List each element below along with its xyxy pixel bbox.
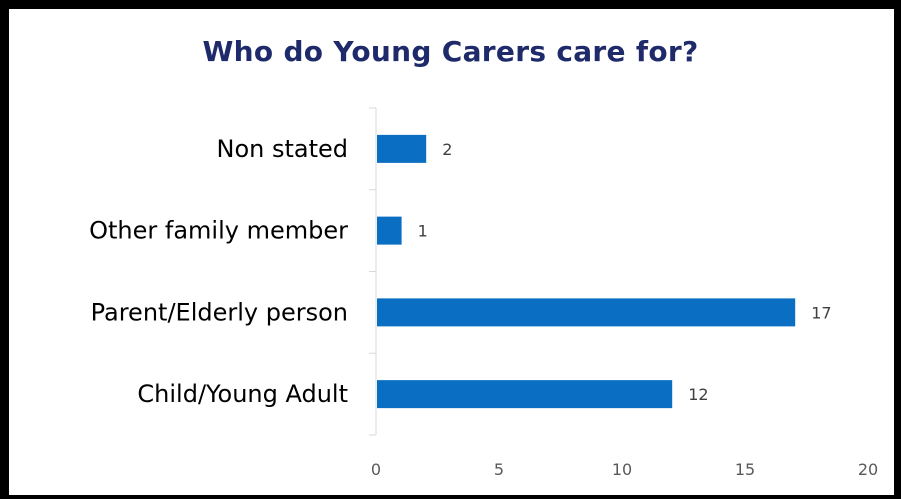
bar — [377, 380, 673, 409]
x-tick-label: 15 — [735, 460, 755, 479]
x-tick-label: 0 — [371, 460, 381, 479]
data-label: 1 — [418, 222, 428, 241]
x-tick-label: 5 — [494, 460, 504, 479]
category-label: Parent/Elderly person — [91, 298, 348, 326]
bar — [377, 216, 402, 245]
category-label: Other family member — [89, 217, 348, 245]
data-label: 12 — [688, 385, 708, 404]
bar — [377, 298, 796, 327]
category-label: Child/Young Adult — [137, 380, 348, 408]
bar — [377, 134, 427, 163]
x-tick-label: 20 — [858, 460, 878, 479]
data-label: 17 — [811, 303, 831, 322]
data-label: 2 — [442, 140, 452, 159]
category-label: Non stated — [216, 135, 348, 163]
x-tick-label: 10 — [612, 460, 632, 479]
chart-title: Who do Young Carers care for? — [202, 35, 699, 68]
